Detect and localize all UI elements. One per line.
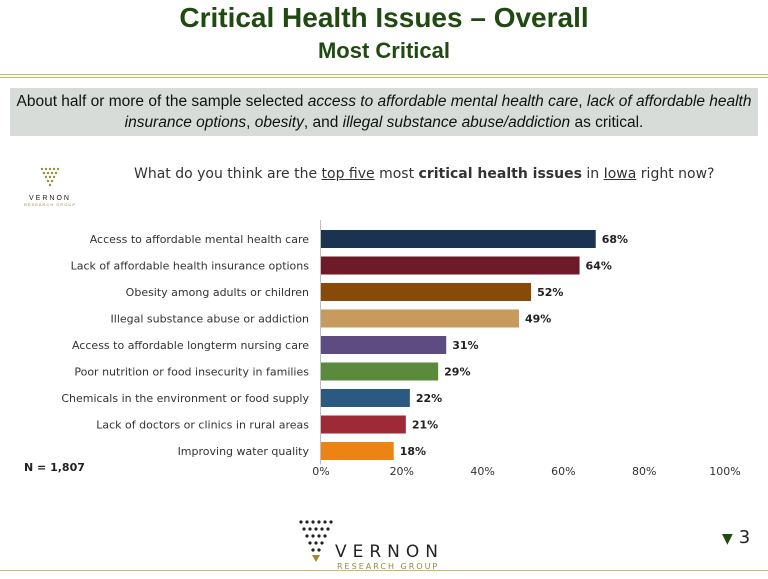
x-tick-label: 60% — [551, 465, 575, 478]
summary-emphasis: obesity — [254, 114, 304, 131]
bar — [321, 283, 532, 301]
summary-text: , — [246, 114, 255, 131]
triangle-down-icon: ▼ — [722, 531, 733, 547]
logo-sub: RESEARCH GROUP — [23, 202, 76, 207]
category-label: Chemicals in the environment or food sup… — [61, 392, 309, 405]
bar — [321, 362, 439, 381]
sample-size: N = 1,807 — [24, 461, 85, 474]
category-label: Poor nutrition or food insecurity in fam… — [74, 366, 309, 379]
logo-sub: RESEARCH GROUP — [337, 562, 440, 571]
category-label: Access to affordable mental health care — [90, 233, 310, 246]
x-tick-label: 80% — [632, 465, 656, 478]
vernon-logo-large: VERNON RESEARCH GROUP — [297, 518, 457, 578]
divider — [0, 74, 768, 75]
summary-emphasis: lack of affordable health insurance opti… — [124, 93, 752, 131]
logo-dots-icon — [40, 167, 60, 187]
summary-emphasis: illegal substance abuse/addiction — [342, 114, 571, 131]
bar — [321, 415, 406, 434]
bar — [321, 336, 447, 354]
summary-banner: About half or more of the sample selecte… — [10, 88, 758, 136]
bar — [321, 389, 410, 407]
logo-word: VERNON — [29, 195, 71, 202]
x-tick-label: 0% — [312, 465, 329, 478]
category-label: Access to affordable longterm nursing ca… — [72, 339, 309, 352]
data-label: 18% — [400, 445, 426, 458]
summary-text: About half or more of the sample selecte… — [16, 93, 308, 110]
vernon-logo-small: VERNON RESEARCH GROUP — [22, 166, 78, 207]
question-underline: Iowa — [603, 166, 637, 182]
x-tick-label: 20% — [390, 465, 414, 478]
data-label: 52% — [537, 286, 563, 299]
summary-text: as critical. — [570, 114, 644, 131]
question-text: in — [581, 166, 604, 182]
x-tick-label: 40% — [470, 465, 494, 478]
data-label: 68% — [602, 233, 628, 246]
summary-text: , and — [303, 114, 343, 131]
question-bold: critical health issues — [418, 166, 582, 182]
data-label: 64% — [586, 260, 612, 273]
data-label: 49% — [525, 313, 551, 326]
question-underline: top five — [321, 166, 375, 182]
data-label: 29% — [444, 366, 470, 379]
data-label: 31% — [452, 339, 478, 352]
x-tick-label: 100% — [709, 465, 740, 478]
divider — [0, 570, 768, 571]
question-text: What do you think are the — [134, 166, 322, 182]
page-subtitle: Most Critical — [317, 38, 451, 63]
question-text: right now? — [636, 166, 715, 182]
logo-dots-icon — [299, 520, 333, 562]
page-title: Critical Health Issues – Overall — [179, 2, 589, 33]
bar — [321, 230, 596, 248]
category-label: Illegal substance abuse or addiction — [111, 313, 310, 326]
summary-emphasis: access to affordable mental health care — [307, 93, 579, 110]
bar — [321, 309, 519, 328]
data-label: 21% — [412, 419, 438, 432]
bar — [321, 256, 580, 275]
bar-chart: Access to affordable mental health care 6… — [61, 220, 741, 478]
category-label: Improving water quality — [178, 445, 310, 458]
divider — [0, 77, 768, 78]
category-label: Lack of doctors or clinics in rural area… — [96, 419, 309, 432]
page-number-value: 3 — [738, 527, 751, 548]
bar — [321, 442, 394, 460]
data-label: 22% — [416, 392, 442, 405]
logo-word: VERNON — [335, 542, 444, 562]
summary-text: , — [578, 93, 587, 110]
page-number: ▼ 3 — [722, 527, 750, 548]
survey-question: What do you think are the top five most … — [134, 166, 714, 182]
category-label: Lack of affordable health insurance opti… — [71, 260, 310, 273]
question-text: most — [374, 166, 419, 182]
category-label: Obesity among adults or children — [126, 286, 309, 299]
